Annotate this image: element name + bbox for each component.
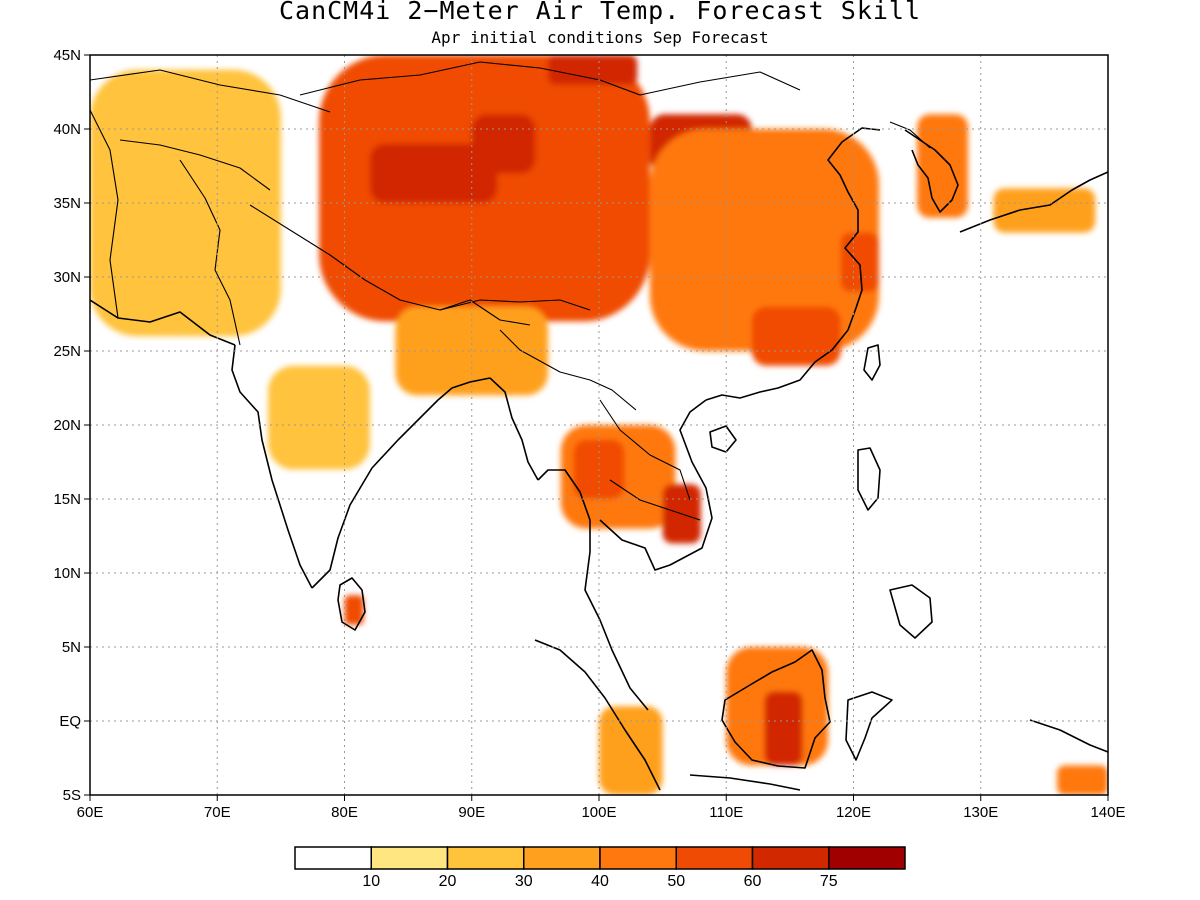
- coast-taiwan: [863, 344, 881, 381]
- coast-philippines-mindanao: [889, 584, 933, 639]
- coast-borneo: [721, 649, 831, 769]
- colorbar: 10 20 30 40 50 60 75: [294, 846, 906, 890]
- skill-region: [649, 129, 879, 351]
- coast-sri-lanka: [337, 577, 366, 631]
- skill-region: [344, 595, 364, 625]
- colorbar-label: 20: [439, 873, 457, 890]
- colorbar-label: 40: [591, 873, 609, 890]
- coast-china-east: [827, 127, 881, 331]
- y-tick-label: 20N: [53, 417, 81, 434]
- colorbar-swatch: [599, 846, 677, 870]
- colorbar-label: 30: [515, 873, 533, 890]
- border-kazakh: [90, 69, 331, 113]
- coast-sulawesi: [845, 691, 893, 761]
- border-north-korea: [889, 121, 931, 149]
- colorbar-label: 75: [820, 873, 838, 890]
- axis-ticks: 60E 70E 80E 90E 100E 110E 120E 130E 140E 45N 40N 35…: [53, 47, 1125, 821]
- skill-region: [840, 232, 879, 292]
- skill-region: [599, 706, 663, 795]
- border-thai-cambodia: [609, 479, 701, 521]
- x-tick-label: 60E: [77, 804, 104, 821]
- skill-region: [548, 55, 638, 85]
- border-myanmar: [499, 329, 637, 411]
- chart-subtitle: Apr initial conditions Sep Forecast: [431, 28, 769, 47]
- coast-arabia-iran: [90, 299, 236, 346]
- chart-title: CanCM4i 2−Meter Air Temp. Forecast Skill: [278, 0, 922, 25]
- colorbar-label: 10: [362, 873, 380, 890]
- x-tick-label: 90E: [458, 804, 485, 821]
- colorbar-swatch: [675, 846, 754, 870]
- border-iran: [90, 109, 119, 319]
- x-tick-label: 110E: [709, 804, 743, 821]
- skill-region: [917, 114, 969, 218]
- y-tick-label: 25N: [53, 343, 81, 360]
- y-tick-label: EQ: [59, 713, 81, 730]
- x-tick-label: 130E: [963, 804, 998, 821]
- skill-region: [369, 143, 498, 203]
- coast-bay-east: [489, 377, 539, 481]
- border-afghan: [119, 139, 271, 191]
- coast-malay: [537, 469, 649, 711]
- coast-india-east: [311, 377, 491, 589]
- border-india-china-east: [439, 299, 531, 326]
- coast-newguinea: [1029, 719, 1108, 753]
- y-tick-label: 10N: [53, 565, 81, 582]
- country-borders: [90, 61, 931, 521]
- y-tick-label: 45N: [53, 47, 81, 64]
- skill-region: [1057, 765, 1108, 795]
- coast-philippines-luzon: [857, 447, 881, 511]
- skill-region: [268, 365, 370, 470]
- x-tick-label: 100E: [581, 804, 616, 821]
- y-tick-label: 15N: [53, 491, 81, 508]
- skill-region: [90, 69, 281, 337]
- y-tick-label: 35N: [53, 195, 81, 212]
- y-tick-label: 5S: [63, 787, 81, 804]
- coast-japan: [959, 171, 1108, 233]
- skill-region: [764, 691, 803, 766]
- coast-hainan: [709, 425, 737, 453]
- colorbar-swatch: [828, 846, 906, 870]
- border-china-mongolia: [299, 61, 801, 96]
- skill-region: [471, 114, 536, 174]
- colorbar-swatch: [370, 846, 449, 870]
- colorbar-swatch: [751, 846, 830, 870]
- graticule: [90, 55, 1108, 795]
- border-thai-laos: [599, 399, 691, 501]
- y-tick-label: 5N: [62, 639, 81, 656]
- colorbar-swatch: [446, 846, 525, 870]
- coast-sumatra: [534, 639, 661, 791]
- colorbar-swatch: [523, 846, 601, 870]
- x-tick-label: 140E: [1090, 804, 1125, 821]
- y-tick-label: 30N: [53, 269, 81, 286]
- border-himalaya: [249, 204, 591, 311]
- border-pakistan: [179, 159, 241, 346]
- colorbar-swatch: [294, 846, 372, 870]
- colorbar-label: 50: [667, 873, 685, 890]
- skill-region: [993, 188, 1096, 233]
- x-tick-label: 70E: [204, 804, 231, 821]
- x-tick-label: 80E: [331, 804, 358, 821]
- skill-region: [751, 306, 841, 366]
- coast-indochina: [599, 399, 713, 571]
- coast-india-west: [231, 344, 313, 589]
- coast-korea: [904, 129, 959, 213]
- x-tick-label: 120E: [836, 804, 871, 821]
- coast-china-south: [705, 329, 849, 401]
- coast-java: [689, 774, 801, 791]
- coastlines: [90, 127, 1108, 791]
- y-tick-label: 40N: [53, 121, 81, 138]
- colorbar-label: 60: [744, 873, 762, 890]
